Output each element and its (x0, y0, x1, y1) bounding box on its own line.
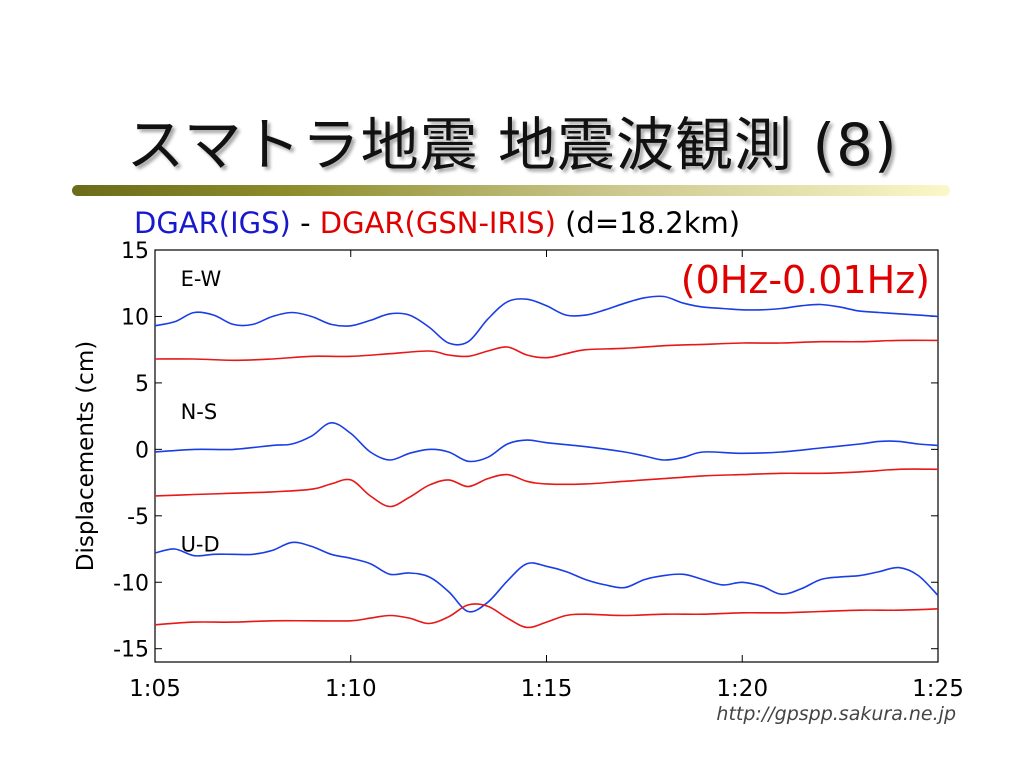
subtitle-separator: - (290, 206, 320, 240)
panel-label: E-W (181, 267, 222, 291)
title-divider (72, 185, 950, 196)
plot-frame (154, 249, 939, 663)
page-title: スマトラ地震 地震波観測 (8) (126, 111, 898, 179)
y-tick-label: 0 (135, 438, 149, 463)
series-line-red (154, 339, 939, 362)
subtitle-distance: (d=18.2km) (555, 206, 741, 240)
series-line-blue (154, 541, 939, 613)
y-tick-label: -10 (113, 571, 149, 596)
panel-label: N-S (181, 400, 218, 424)
y-tick-label: 5 (135, 372, 149, 397)
x-tick-label: 1:20 (716, 676, 768, 702)
series-line-blue (154, 295, 939, 346)
x-tick-label: 1:10 (325, 676, 377, 702)
series-line-red (154, 603, 939, 629)
y-axis-label: Displacements (cm) (73, 341, 99, 571)
frequency-band-label: (0Hz-0.01Hz) (680, 258, 930, 302)
chart-subtitle: DGAR(IGS) - DGAR(GSN-IRIS) (d=18.2km) (134, 206, 740, 240)
subtitle-station-igs: DGAR(IGS) (134, 206, 291, 240)
x-tick-label: 1:15 (521, 676, 573, 702)
y-tick-label: 15 (121, 239, 149, 264)
x-tick-label: 1:05 (129, 676, 181, 702)
y-tick-label: 10 (121, 305, 149, 330)
y-tick-label: -5 (127, 505, 149, 530)
series-line-red (154, 468, 939, 508)
x-tick-label: 1:25 (912, 676, 964, 702)
series-line-blue (154, 421, 939, 463)
source-url: http://gpspp.sakura.ne.jp (716, 703, 956, 725)
subtitle-station-gsn: DGAR(GSN-IRIS) (319, 206, 556, 240)
y-tick-label: -15 (113, 638, 149, 663)
